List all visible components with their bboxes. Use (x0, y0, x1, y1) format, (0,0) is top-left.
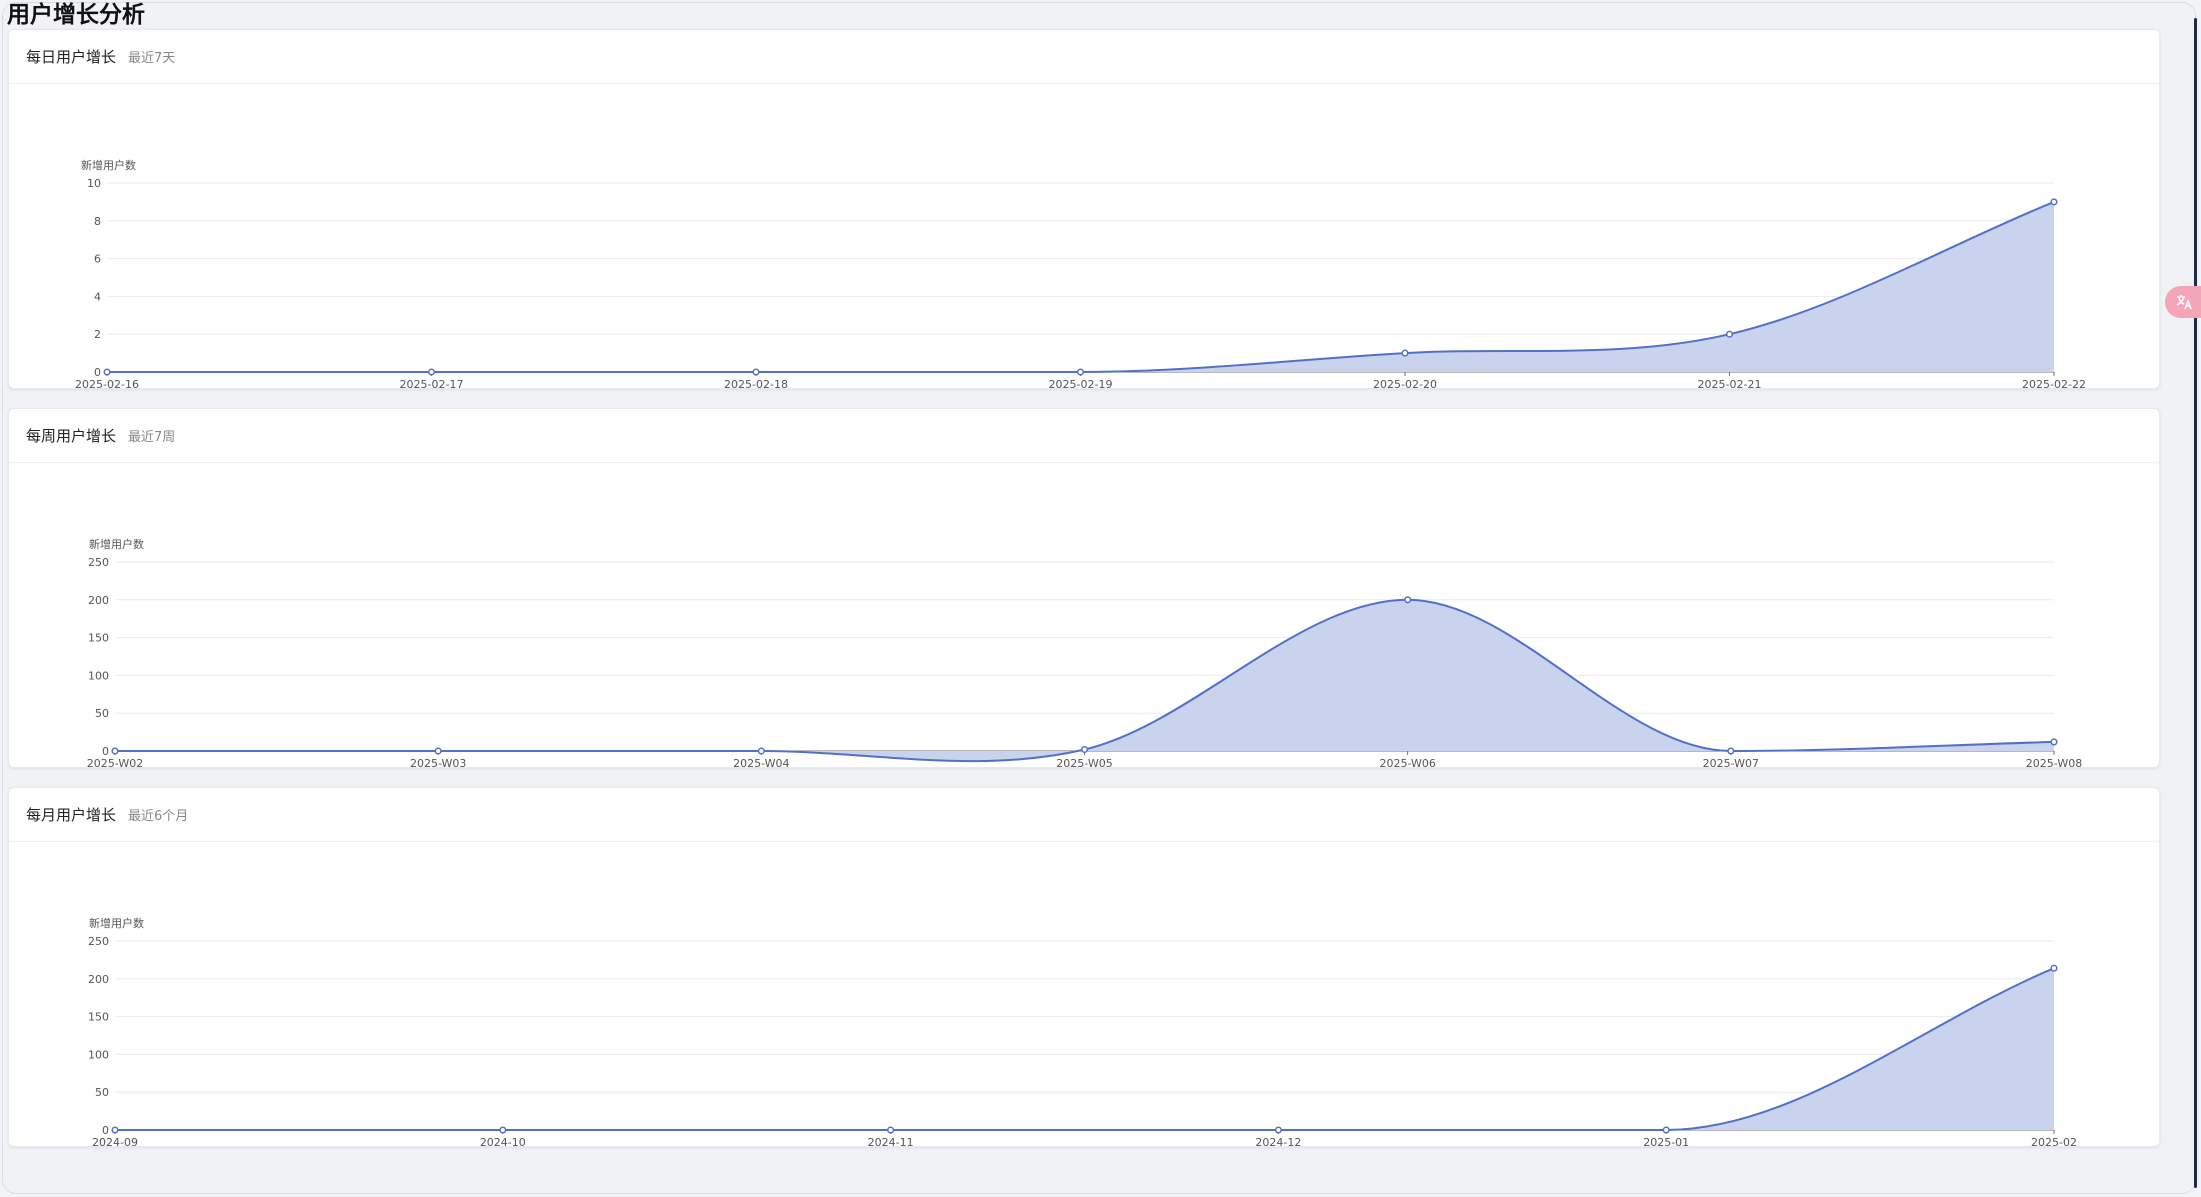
x-tick-label: 2025-W07 (1703, 757, 1759, 769)
data-point[interactable] (103, 368, 111, 376)
data-point[interactable] (1401, 349, 1409, 357)
y-axis-label: 新增用户数 (81, 158, 136, 172)
data-point[interactable] (111, 747, 119, 755)
x-tick-label: 2024-11 (868, 1136, 914, 1148)
window-edge (2194, 18, 2197, 1188)
x-tick-label: 2024-12 (1255, 1136, 1301, 1148)
y-tick-label: 0 (102, 745, 109, 758)
data-point[interactable] (427, 368, 436, 376)
y-tick-label: 10 (87, 177, 101, 190)
y-axis-label: 新增用户数 (89, 916, 144, 930)
daily-growth-card: 每日用户增长 最近7天 新增用户数 0 2 4 6 8 10 2025-02-16 2025-0… (8, 29, 2160, 390)
daily-growth-chart: 新增用户数 0 2 4 6 8 10 2025-02-16 2025-02-17 2025-02-… (75, 158, 2086, 390)
data-point[interactable] (752, 368, 760, 376)
data-point[interactable] (111, 1126, 119, 1134)
x-tick-label: 2025-02-19 (1049, 378, 1113, 390)
y-tick-label: 50 (95, 1086, 109, 1099)
data-point[interactable] (1274, 1126, 1282, 1134)
weekly-growth-card: 每周用户增长 最近7周 新增用户数 0 50 100 150 200 250 2025-W02… (8, 408, 2160, 769)
data-point[interactable] (434, 747, 442, 755)
data-point[interactable] (1725, 330, 1734, 338)
monthly-growth-chart: 新增用户数 0 50 100 150 200 250 2024-09 2024-10 2024-1… (88, 916, 2077, 1148)
data-point[interactable] (1404, 596, 1412, 604)
data-point[interactable] (757, 747, 765, 755)
y-axis-label: 新增用户数 (89, 537, 144, 551)
y-tick-label: 0 (102, 1124, 109, 1137)
data-point[interactable] (2050, 198, 2058, 206)
card-subtitle: 最近6个月 (128, 809, 189, 824)
x-tick-label: 2025-02-17 (400, 378, 464, 390)
data-point[interactable] (1662, 1126, 1670, 1134)
x-tick-label: 2025-W06 (1379, 757, 1435, 769)
data-point[interactable] (499, 1126, 507, 1134)
x-tick-label: 2024-10 (480, 1136, 526, 1148)
series-area (115, 968, 2054, 1130)
series-area (107, 201, 2054, 372)
x-tick-label: 2025-W03 (410, 757, 466, 769)
card-title: 每周用户增长 (26, 427, 117, 445)
y-tick-label: 150 (88, 1011, 109, 1024)
y-tick-label: 150 (88, 632, 109, 645)
card-title: 每月用户增长 (26, 806, 117, 824)
card-title: 每日用户增长 (26, 48, 117, 66)
data-point[interactable] (2050, 964, 2058, 972)
x-tick-label: 2025-01 (1643, 1136, 1689, 1148)
translate-icon[interactable] (2165, 286, 2201, 318)
card-subtitle: 最近7天 (128, 51, 176, 66)
y-tick-label: 200 (88, 973, 109, 986)
series-line (115, 598, 2055, 763)
data-point[interactable] (887, 1126, 895, 1134)
y-tick-label: 250 (88, 935, 109, 948)
data-point[interactable] (2050, 738, 2058, 746)
y-tick-label: 100 (88, 669, 109, 682)
card-header: 每日用户增长 最近7天 (9, 30, 2159, 84)
y-tick-label: 4 (94, 290, 101, 303)
x-tick-label: 2025-W05 (1056, 757, 1112, 769)
y-tick-label: 8 (94, 215, 101, 228)
card-subtitle: 最近7周 (128, 430, 176, 445)
data-point[interactable] (1080, 745, 1089, 754)
x-tick-label: 2025-W02 (87, 757, 143, 769)
data-point[interactable] (1076, 368, 1085, 376)
data-point[interactable] (1727, 747, 1735, 755)
x-tick-label: 2025-02-21 (1698, 378, 1762, 390)
y-tick-label: 2 (94, 328, 101, 341)
y-tick-label: 200 (88, 594, 109, 607)
monthly-growth-card: 每月用户增长 最近6个月 新增用户数 0 50 100 150 200 250 2024-09… (8, 787, 2160, 1148)
card-header: 每月用户增长 最近6个月 (9, 788, 2159, 842)
y-tick-label: 250 (88, 556, 109, 569)
y-tick-label: 50 (95, 707, 109, 720)
x-tick-label: 2025-W08 (2026, 757, 2082, 769)
translate-glyph-icon (2176, 295, 2192, 310)
y-tick-label: 6 (94, 253, 101, 266)
y-tick-label: 0 (94, 366, 101, 379)
x-tick-label: 2025-02-16 (75, 378, 139, 390)
x-tick-label: 2025-02 (2031, 1136, 2077, 1148)
page-title: 用户增长分析 (7, 2, 145, 28)
x-tick-label: 2024-09 (92, 1136, 138, 1148)
series-area (115, 599, 2054, 762)
card-header: 每周用户增长 最近7周 (9, 409, 2159, 463)
series-line (115, 967, 2055, 1131)
weekly-growth-chart: 新增用户数 0 50 100 150 200 250 2025-W02 2025-W03 2025… (87, 537, 2082, 769)
x-tick-label: 2025-02-22 (2022, 378, 2086, 390)
y-tick-label: 100 (88, 1048, 109, 1061)
x-tick-label: 2025-02-18 (724, 378, 788, 390)
x-tick-label: 2025-02-20 (1373, 378, 1437, 390)
x-tick-label: 2025-W04 (733, 757, 789, 769)
